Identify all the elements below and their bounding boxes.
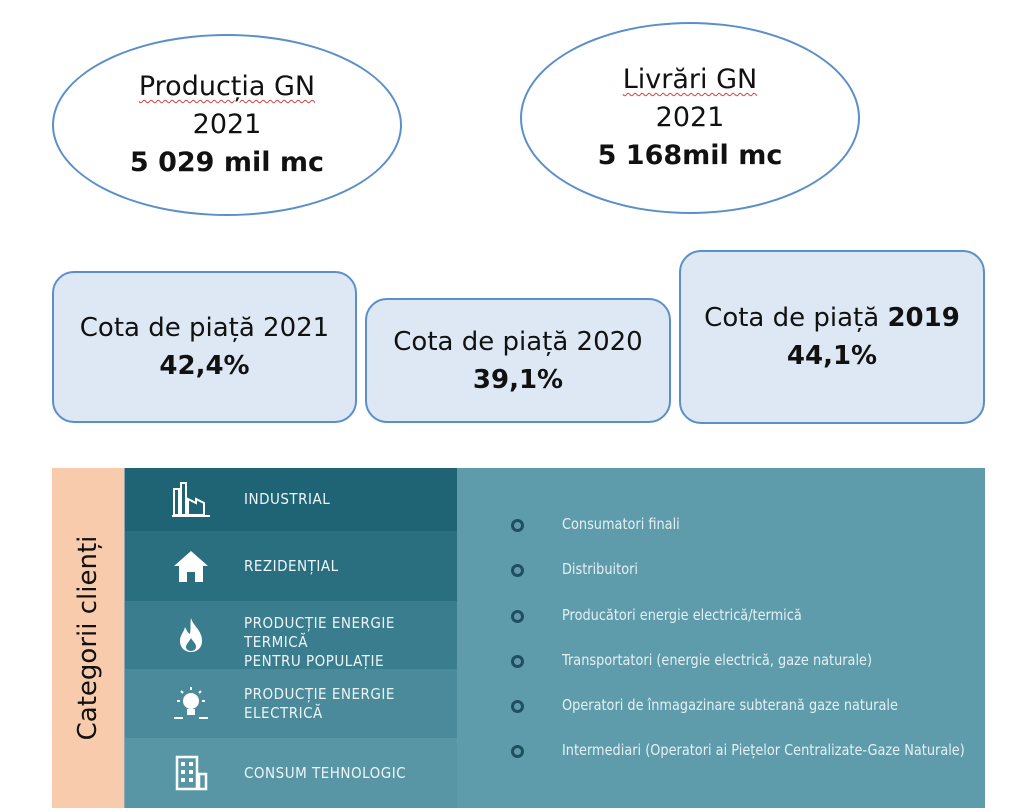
- house-icon: [169, 546, 213, 586]
- client-type-item: Operatori de înmagazinare subterană gaze…: [562, 696, 898, 714]
- category-row-technological: CONSUM TEHNOLOGIC: [125, 738, 457, 808]
- flame-icon: [169, 615, 213, 655]
- client-type-item: Distribuitori: [562, 560, 638, 578]
- deliveries-value: 5 168mil mc: [597, 140, 783, 171]
- category-label-thermal: PRODUCȚIE ENERGIE TERMICĂ PENTRU POPULAȚ…: [244, 614, 395, 670]
- category-row-residential: REZIDENȚIAL: [125, 531, 457, 601]
- category-row-thermal: PRODUCȚIE ENERGIE TERMICĂ PENTRU POPULAȚ…: [125, 601, 457, 670]
- market-share-2021-value: 42,4%: [159, 351, 250, 381]
- client-type-item: Consumatori finali: [562, 515, 680, 533]
- category-label-residential: REZIDENȚIAL: [244, 556, 339, 575]
- bullet-icon: [511, 655, 524, 668]
- category-row-electric: PRODUCȚIE ENERGIE ELECTRICĂ: [125, 669, 457, 738]
- market-share-2021-label: Cota de piață 2021: [79, 313, 330, 343]
- client-types-panel: Consumatori finali Distribuitori Producă…: [457, 468, 985, 808]
- deliveries-title: Livrări GN: [622, 64, 758, 95]
- bullet-icon: [511, 745, 524, 758]
- bullet-icon: [511, 519, 524, 532]
- market-share-2019-box: Cota de piață 2019 44,1%: [679, 250, 985, 424]
- category-label-industrial: INDUSTRIAL: [244, 490, 331, 508]
- bullet-icon: [511, 564, 524, 577]
- market-share-2020-value: 39,1%: [472, 364, 564, 395]
- client-categories-label: Categorii clienți: [52, 468, 125, 808]
- client-type-item: Intermediari (Operatori ai Piețelor Cent…: [562, 741, 965, 759]
- production-ellipse: Producția GN 2021 5 029 mil mc: [52, 34, 402, 216]
- market-share-2020-label: Cota de piață 2020: [393, 326, 643, 357]
- category-label-electric: PRODUCȚIE ENERGIE ELECTRICĂ: [244, 684, 395, 722]
- factory-icon: [169, 480, 213, 520]
- category-row-industrial: INDUSTRIAL: [125, 468, 457, 531]
- production-title: Producția GN: [138, 71, 316, 102]
- market-share-2019-value: 44,1%: [786, 341, 878, 371]
- market-share-2021-box: Cota de piață 2021 42,4%: [52, 271, 357, 423]
- market-share-2019-label: Cota de piață 2019: [704, 303, 960, 333]
- lightbulb-icon: [169, 684, 213, 724]
- building-icon: [169, 753, 213, 793]
- deliveries-ellipse: Livrări GN 2021 5 168mil mc: [520, 22, 860, 214]
- production-year: 2021: [192, 109, 262, 140]
- category-label-technological: CONSUM TEHNOLOGIC: [244, 763, 407, 782]
- market-share-2020-box: Cota de piață 2020 39,1%: [365, 298, 671, 423]
- bullet-icon: [511, 610, 524, 623]
- client-type-item: Producători energie electrică/termică: [562, 606, 802, 624]
- bullet-icon: [511, 700, 524, 713]
- deliveries-year: 2021: [655, 102, 725, 133]
- production-value: 5 029 mil mc: [129, 147, 325, 178]
- client-type-item: Transportatori (energie electrică, gaze …: [562, 651, 873, 669]
